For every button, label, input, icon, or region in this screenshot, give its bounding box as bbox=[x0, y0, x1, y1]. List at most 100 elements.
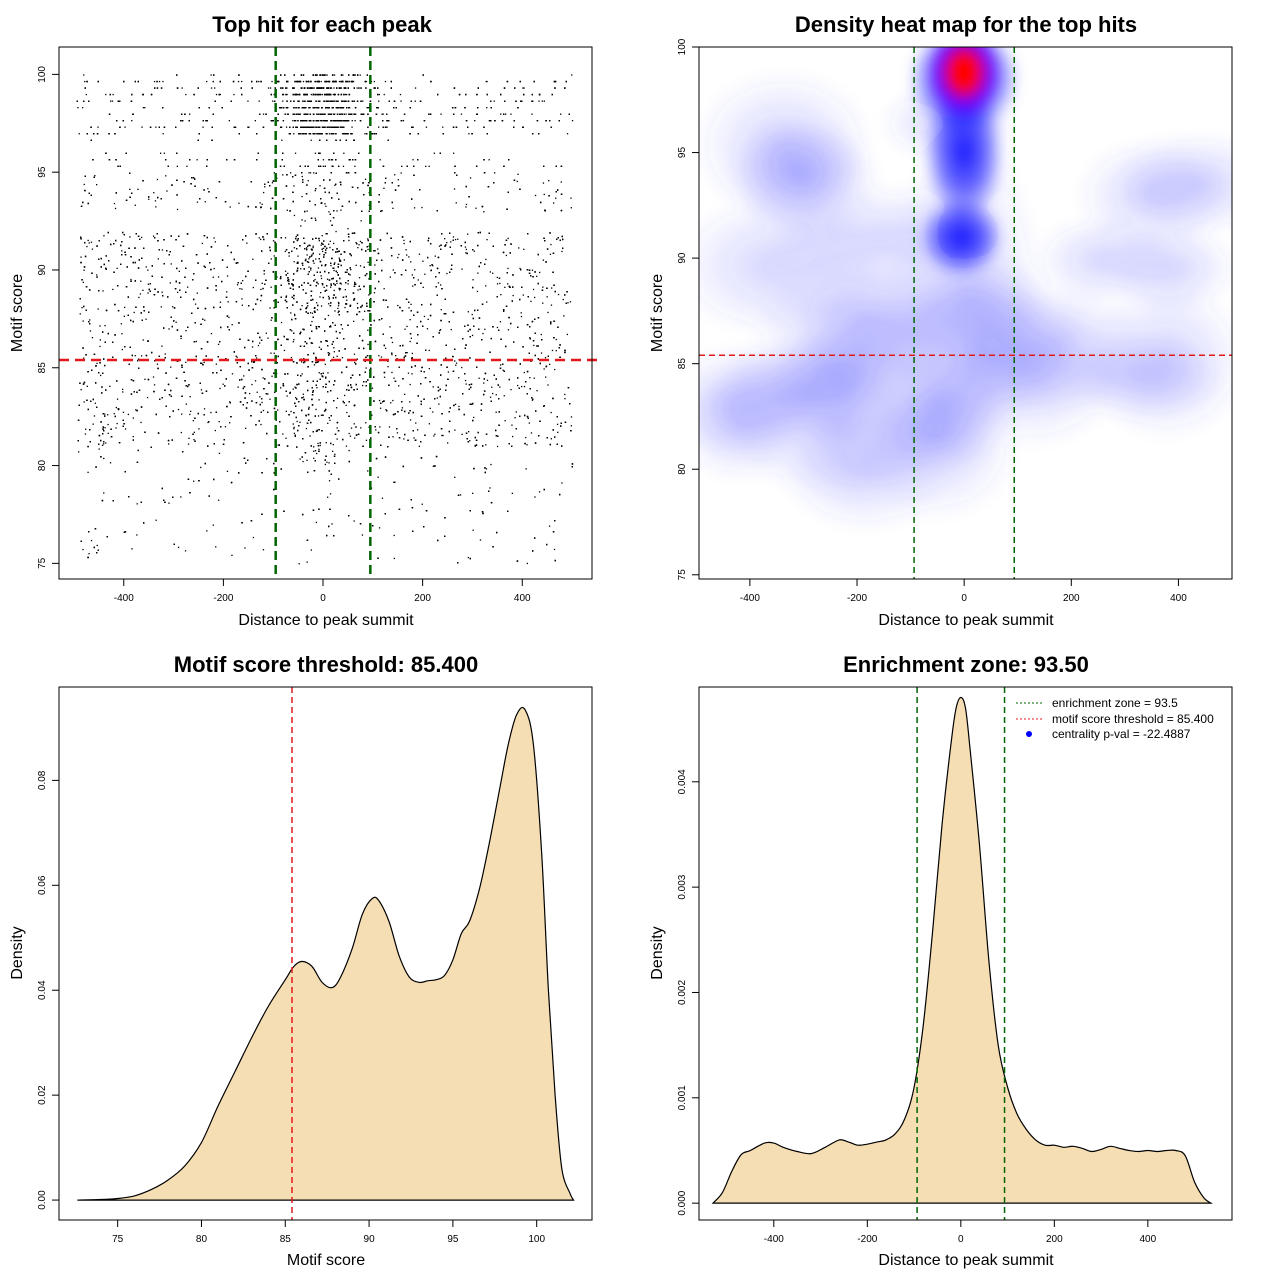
scatter-point bbox=[109, 385, 111, 387]
scatter-point bbox=[393, 481, 395, 483]
scatter-point bbox=[322, 165, 324, 167]
scatter-point bbox=[285, 437, 287, 439]
scatter-point bbox=[348, 449, 350, 452]
scatter-point bbox=[313, 457, 315, 459]
scatter-point bbox=[379, 407, 382, 409]
scatter-point bbox=[317, 442, 319, 445]
scatter-point bbox=[476, 290, 479, 293]
scatter-point bbox=[438, 403, 440, 405]
scatter-point bbox=[313, 126, 315, 128]
scatter-point bbox=[316, 387, 318, 389]
scatter-point bbox=[425, 165, 427, 167]
scatter-point bbox=[90, 241, 93, 243]
scatter-point bbox=[356, 87, 358, 89]
scatter-point bbox=[340, 113, 342, 115]
scatter-point bbox=[327, 295, 330, 298]
scatter-point bbox=[496, 326, 499, 329]
scatter-point bbox=[210, 333, 213, 335]
scatter-point bbox=[336, 397, 339, 399]
scatter-point bbox=[103, 457, 105, 460]
scatter-point bbox=[355, 242, 357, 244]
scatter-point bbox=[319, 444, 321, 447]
scatter-point bbox=[290, 172, 292, 174]
scatter-point bbox=[146, 396, 149, 399]
scatter-point bbox=[367, 343, 369, 346]
scatter-point bbox=[362, 384, 364, 387]
scatter-point bbox=[387, 366, 389, 368]
scatter-point bbox=[103, 443, 105, 445]
scatter-point bbox=[293, 185, 295, 187]
scatter-point bbox=[176, 165, 178, 167]
scatter-point bbox=[308, 172, 310, 174]
scatter-point bbox=[168, 502, 170, 504]
scatter-point bbox=[155, 206, 157, 208]
scatter-point bbox=[483, 211, 485, 213]
scatter-point bbox=[147, 269, 149, 271]
scatter-point bbox=[313, 87, 315, 89]
scatter-point bbox=[433, 152, 435, 154]
scatter-point bbox=[454, 429, 456, 431]
scatter-point bbox=[309, 172, 312, 174]
scatter-point bbox=[429, 407, 431, 409]
scatter-point bbox=[333, 113, 335, 115]
scatter-point bbox=[396, 432, 399, 434]
scatter-point bbox=[189, 396, 191, 398]
scatter-point bbox=[512, 294, 514, 297]
scatter-point bbox=[499, 321, 502, 323]
scatter-points bbox=[76, 74, 574, 565]
scatter-point bbox=[534, 194, 537, 197]
scatter-point bbox=[486, 239, 488, 241]
scatter-point bbox=[314, 278, 316, 281]
scatter-point bbox=[241, 298, 243, 300]
scatter-point bbox=[260, 423, 262, 426]
scatter-point bbox=[107, 414, 109, 416]
scatter-point bbox=[367, 248, 369, 251]
scatter-point bbox=[521, 385, 523, 388]
scatter-point bbox=[544, 357, 547, 359]
scatter-point bbox=[155, 519, 157, 521]
scatter-point bbox=[405, 249, 407, 251]
scatter-point bbox=[158, 80, 161, 83]
scatter-point bbox=[99, 345, 101, 348]
scatter-point bbox=[358, 277, 361, 279]
scatter-point bbox=[282, 433, 284, 435]
scatter-point bbox=[379, 426, 381, 428]
scatter-point bbox=[520, 312, 522, 314]
scatter-point bbox=[96, 362, 98, 364]
scatter-point bbox=[378, 126, 380, 128]
scatter-point bbox=[404, 328, 406, 330]
scatter-point bbox=[406, 325, 408, 328]
scatter-point bbox=[327, 80, 329, 83]
scatter-point bbox=[318, 399, 320, 401]
scatter-point bbox=[392, 269, 394, 271]
scatter-point bbox=[349, 107, 351, 109]
scatter-point bbox=[356, 302, 359, 305]
scatter-point bbox=[144, 378, 146, 380]
scatter-point bbox=[503, 395, 505, 397]
scatter-point bbox=[302, 460, 304, 463]
scatter-point bbox=[340, 283, 342, 285]
scatter-point bbox=[206, 80, 208, 83]
scatter-point bbox=[84, 433, 87, 435]
scatter-point bbox=[518, 247, 520, 249]
scatter-point bbox=[341, 328, 344, 330]
scatter-point bbox=[433, 435, 435, 437]
scatter-point bbox=[517, 384, 519, 387]
scatter-point bbox=[322, 250, 324, 253]
scatter-point bbox=[328, 100, 330, 102]
scatter-point bbox=[348, 239, 350, 242]
scatter-point bbox=[548, 525, 551, 527]
scatter-point bbox=[198, 428, 200, 430]
scatter-point bbox=[328, 126, 331, 128]
scatter-point bbox=[316, 452, 318, 455]
scatter-point bbox=[201, 242, 203, 245]
scatter-point bbox=[254, 380, 257, 382]
scatter-point bbox=[260, 238, 262, 241]
scatter-point bbox=[271, 80, 273, 83]
scatter-point bbox=[304, 220, 306, 222]
scatter-point bbox=[390, 402, 392, 404]
scatter-point bbox=[467, 311, 469, 313]
scatter-point bbox=[490, 463, 492, 466]
scatter-point bbox=[121, 348, 123, 351]
